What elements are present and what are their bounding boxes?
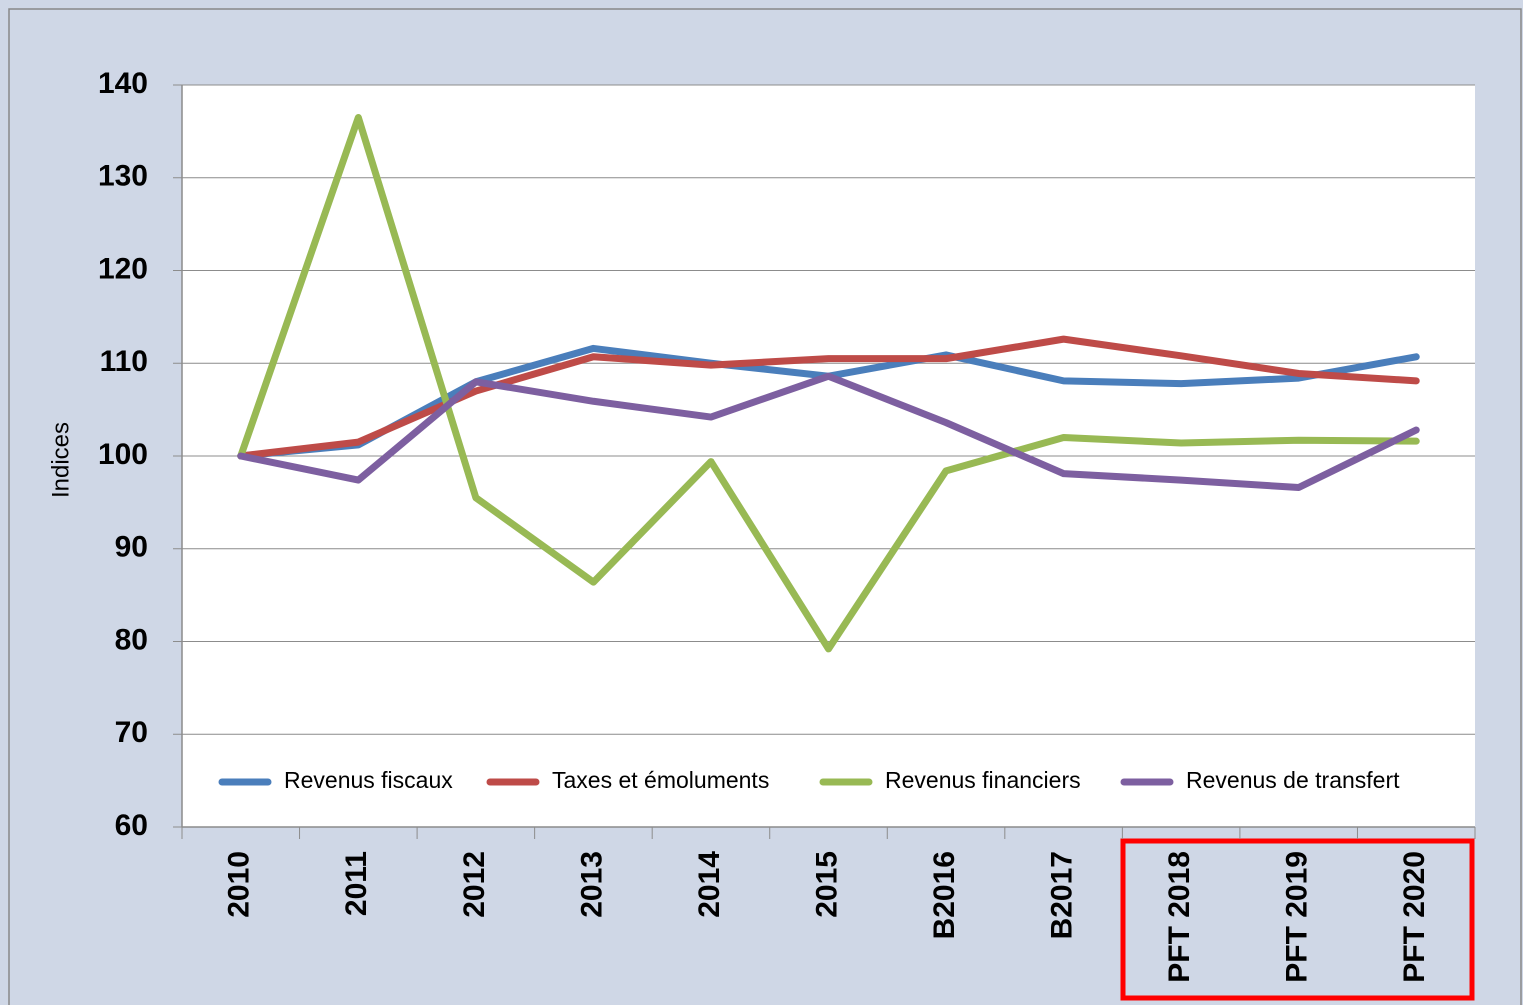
chart-frame: [8, 8, 1522, 1005]
x-tick-label: PFT 2020: [1398, 851, 1431, 983]
y-tick-label: 100: [98, 438, 148, 471]
x-tick-label: 2015: [810, 851, 843, 918]
y-tick-label: 110: [100, 345, 148, 378]
x-tick-label: 2010: [223, 851, 256, 918]
x-tick-label: 2014: [693, 851, 726, 918]
legend-label: Revenus fiscaux: [284, 767, 453, 793]
y-tick-label: 60: [115, 809, 148, 842]
x-tick-label: PFT 2019: [1281, 851, 1314, 983]
series-line: [237, 335, 1420, 460]
series-line: [237, 113, 1420, 653]
highlight-box: [1120, 838, 1475, 1001]
y-tick-label: 130: [98, 160, 148, 193]
legend-label: Revenus financiers: [885, 767, 1081, 793]
series-line: [237, 372, 1420, 492]
y-tick-label: 90: [115, 531, 148, 564]
x-tick-label: 2011: [340, 851, 373, 916]
y-tick-label: 140: [98, 67, 148, 100]
legend-label: Taxes et émoluments: [552, 767, 769, 793]
legend-label: Revenus de transfert: [1186, 767, 1400, 793]
x-tick-label: B2017: [1046, 851, 1079, 939]
y-tick-label: 80: [115, 623, 148, 656]
x-tick-label: 2013: [575, 851, 608, 918]
x-tick-label: B2016: [928, 851, 961, 939]
y-tick-label: 120: [98, 252, 148, 285]
x-tick-label: PFT 2018: [1163, 851, 1196, 983]
x-tick-label: 2012: [458, 851, 491, 918]
y-tick-label: 70: [115, 716, 148, 749]
y-axis-label: Indices: [47, 422, 74, 498]
